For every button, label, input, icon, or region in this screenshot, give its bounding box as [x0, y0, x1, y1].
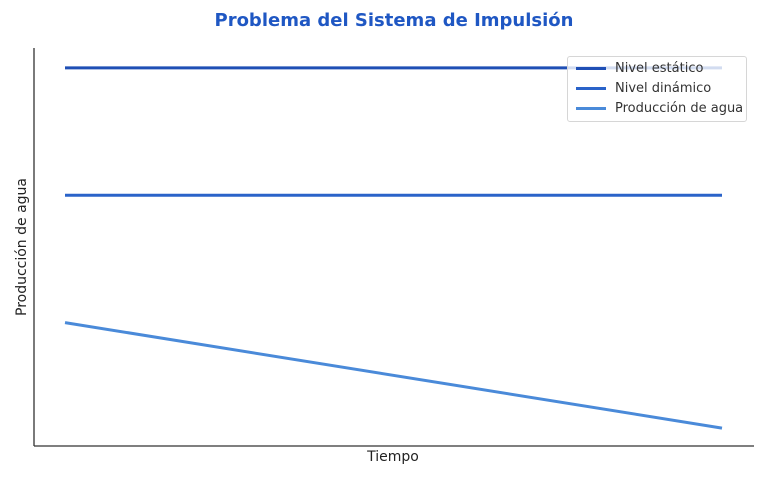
- legend-swatch-icon: [576, 86, 606, 90]
- legend-item-produccion-agua: Producción de agua: [576, 99, 743, 117]
- legend-swatch-icon: [576, 66, 606, 70]
- y-axis-label: Producción de agua: [14, 177, 30, 317]
- legend-label: Producción de agua: [615, 100, 744, 116]
- legend-swatch-icon: [576, 106, 606, 110]
- chart-title: Problema del Sistema de Impulsión: [214, 10, 574, 31]
- x-axis-label: Tiempo: [367, 449, 419, 465]
- legend: Nivel estático Nivel dinámico Producción…: [567, 56, 747, 122]
- legend-label: Nivel estático: [615, 60, 704, 76]
- legend-item-nivel-estatico: Nivel estático: [576, 59, 703, 77]
- legend-item-nivel-dinamico: Nivel dinámico: [576, 79, 711, 97]
- series-line-2: [64, 321, 723, 430]
- legend-label: Nivel dinámico: [615, 80, 712, 96]
